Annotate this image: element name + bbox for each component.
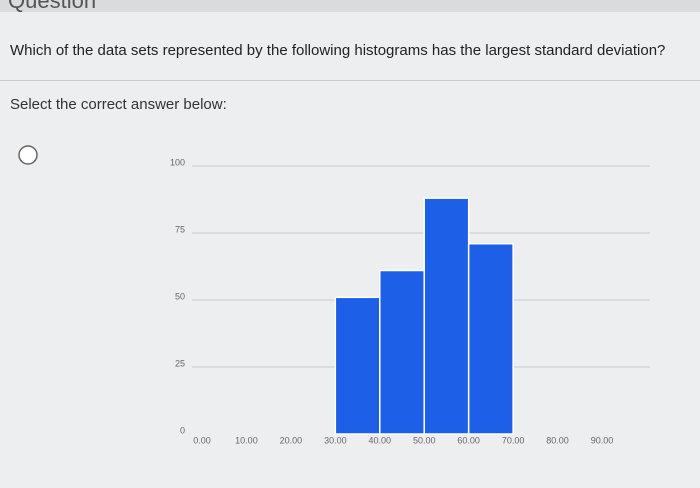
x-tick-label: 40.00 (369, 435, 392, 445)
x-tick-label: 90.00 (591, 435, 614, 445)
x-tick-label: 50.00 (413, 435, 436, 445)
y-tick-label: 75 (175, 224, 185, 234)
separator (0, 80, 700, 81)
bar (334, 296, 381, 435)
y-tick-label: 100 (170, 157, 185, 167)
y-tick-label: 50 (175, 291, 185, 301)
x-tick-label: 30.00 (324, 435, 347, 445)
bar (423, 197, 470, 435)
x-tick-label: 10.00 (235, 435, 258, 445)
bar (467, 242, 514, 435)
bar (379, 269, 425, 435)
radio-button[interactable] (18, 145, 38, 165)
x-tick-label: 60.00 (457, 435, 480, 445)
x-tick-label: 70.00 (502, 435, 525, 445)
x-tick-label: 80.00 (546, 435, 569, 445)
y-tick-label: 25 (175, 358, 185, 368)
heading: Question (8, 0, 97, 13)
x-tick-label: 20.00 (280, 435, 303, 445)
instruction: Select the correct answer below: (10, 96, 227, 113)
x-tick-label: 0.00 (193, 435, 211, 445)
y-tick-label: 0 (180, 425, 185, 435)
question: Which of the data sets represented by th… (10, 42, 666, 59)
bookmark-bar (0, 0, 700, 12)
